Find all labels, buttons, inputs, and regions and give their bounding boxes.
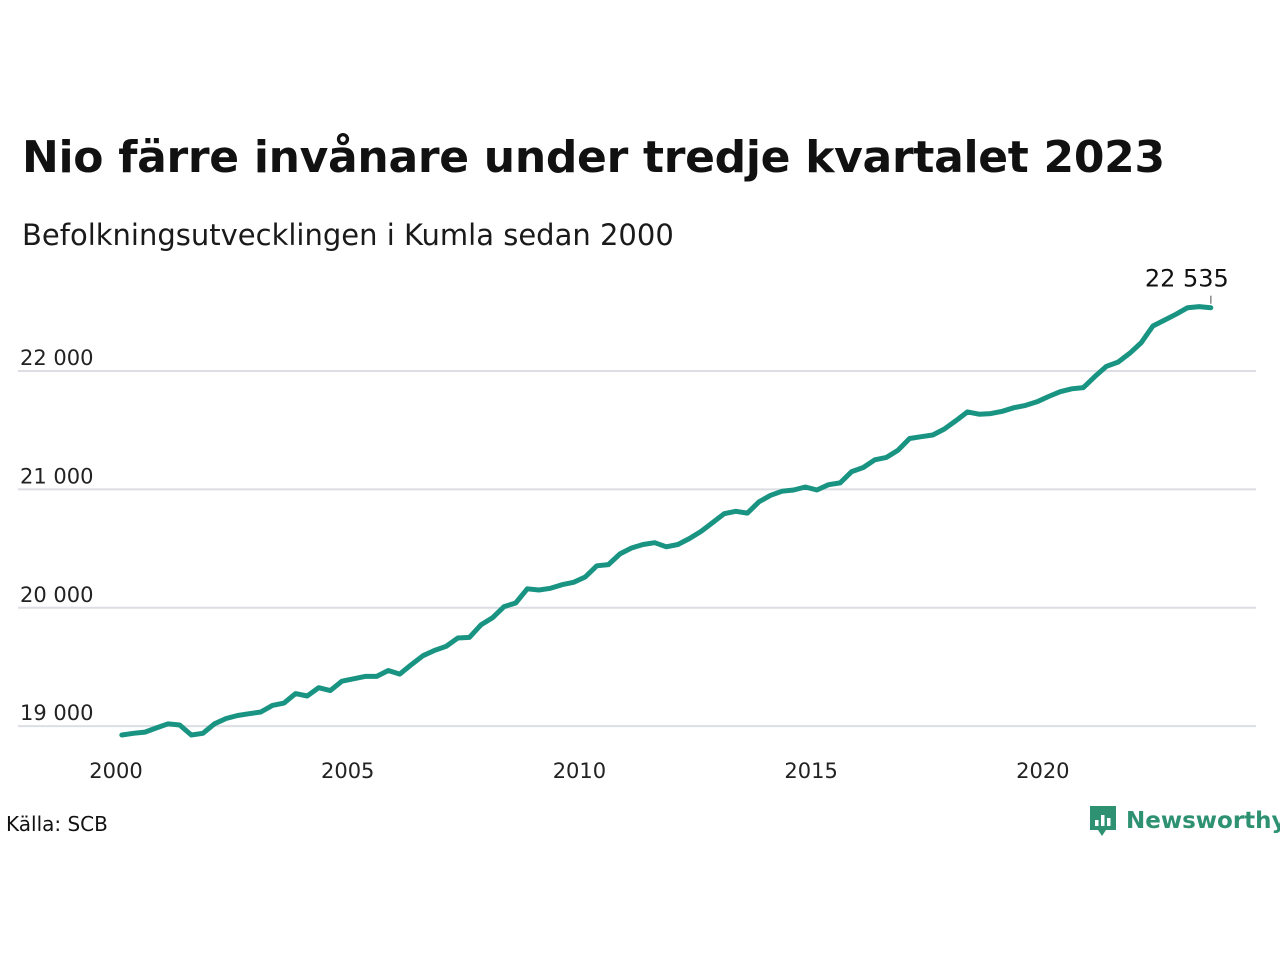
y-tick-label: 19 000 — [20, 701, 93, 725]
x-tick-label: 2020 — [1016, 759, 1069, 783]
gridlines — [18, 370, 1256, 728]
chart-title: Nio färre invånare under tredje kvartale… — [22, 132, 1165, 183]
series-layer — [119, 304, 1214, 738]
bar-chart-speech-icon — [1090, 806, 1116, 836]
x-tick-label: 2005 — [321, 759, 374, 783]
x-tick-label: 2015 — [784, 759, 837, 783]
y-axis-labels: 19 000 20 000 21 000 22 000 — [20, 346, 93, 725]
end-value-label: 22 535 — [1145, 265, 1229, 293]
brand-name: Newsworthy — [1126, 808, 1280, 834]
source-note: Källa: SCB — [6, 812, 108, 836]
x-tick-label: 2000 — [89, 759, 142, 783]
x-axis-labels: 2000 2005 2010 2015 2020 — [89, 759, 1069, 783]
series-line — [119, 304, 1214, 738]
x-tick-label: 2010 — [553, 759, 606, 783]
brand-logo: Newsworthy — [1088, 804, 1280, 838]
chart-subtitle: Befolkningsutvecklingen i Kumla sedan 20… — [22, 218, 674, 252]
end-annotation: 22 535 — [1145, 265, 1229, 304]
y-tick-label: 22 000 — [20, 346, 93, 370]
y-tick-label: 20 000 — [20, 583, 93, 607]
y-tick-label: 21 000 — [20, 464, 93, 488]
